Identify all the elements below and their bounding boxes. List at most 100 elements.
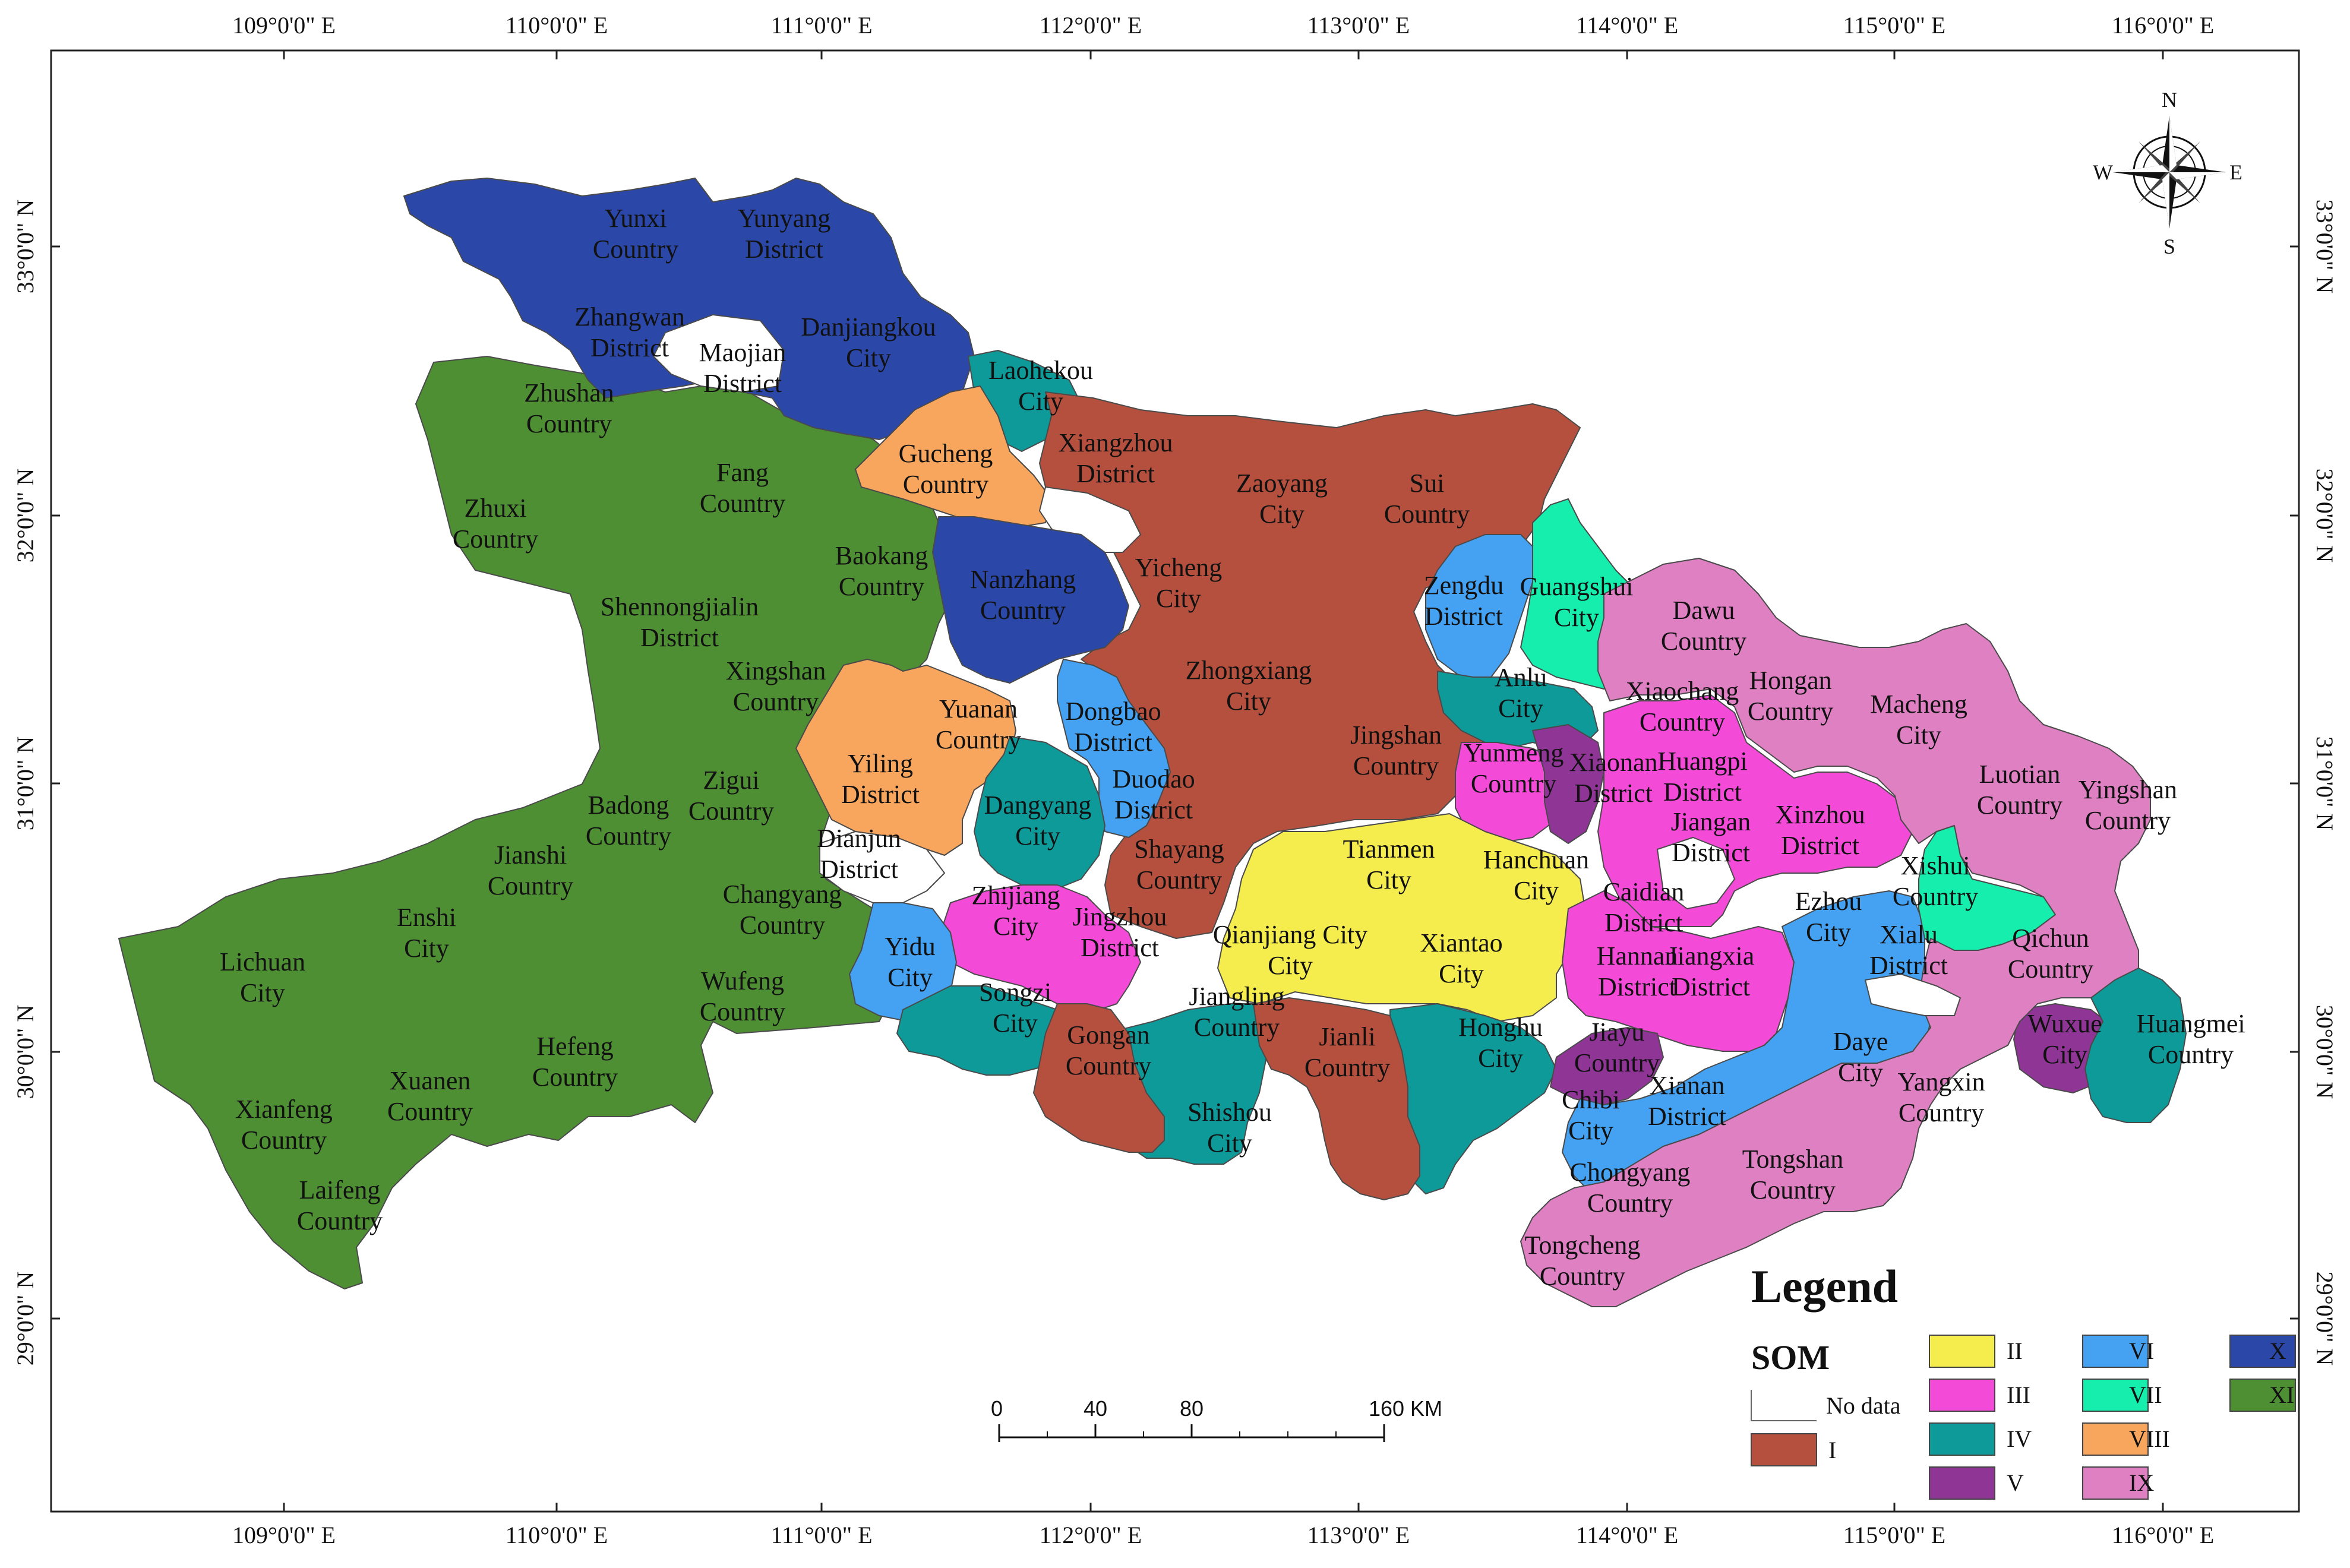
region-label-xiaonan: Xiaonan District	[1569, 748, 1657, 808]
region-label-line: City	[1268, 951, 1313, 980]
legend-label: X	[2269, 1338, 2286, 1364]
region-class-ii	[1217, 813, 1587, 1022]
legend-label: VI	[2129, 1338, 2154, 1364]
legend-swatch	[1929, 1466, 1995, 1500]
lon-label-top: 109°0'0" E	[232, 12, 336, 39]
region-label-line: City	[1366, 865, 1411, 894]
region-label-line: Dawu	[1672, 596, 1735, 625]
region-label-xiantao: Xiantao City	[1420, 928, 1502, 988]
region-label-line: Qianjiang City	[1213, 920, 1367, 949]
region-label-line: Country	[1893, 882, 1978, 911]
region-label-guangshui: Guangshui City	[1520, 572, 1634, 632]
region-label-xianfeng: Xianfeng Country	[235, 1095, 333, 1155]
region-label-line: Badong	[588, 791, 669, 820]
compass-star-highlight	[2162, 172, 2169, 229]
region-label-line: District	[745, 235, 823, 264]
top-longitude-labels: 109°0'0" E 110°0'0" E 111°0'0" E 112°0'0…	[232, 12, 2214, 39]
region-label-line: Changyang	[723, 880, 842, 909]
region-gongan	[1033, 1003, 1165, 1153]
lon-label-bottom: 112°0'0" E	[1040, 1522, 1142, 1548]
legend-swatch	[2082, 1466, 2149, 1500]
lat-label-right: 32°0'0" N	[2311, 469, 2338, 562]
legend-label: IV	[2007, 1425, 2032, 1452]
legend-label: VIII	[2129, 1425, 2170, 1452]
region-label-ezhou: Ezhou City	[1795, 887, 1862, 947]
region-label-jiayu: Jiayu Country	[1574, 1017, 1660, 1077]
region-label-line: District	[1081, 933, 1159, 962]
lon-label-bottom: 111°0'0" E	[771, 1522, 873, 1548]
region-label-line: District	[1424, 602, 1503, 631]
region-label-dianjun: Dianjun District	[817, 824, 901, 884]
region-label-line: Country	[1066, 1051, 1151, 1080]
region-label-yunyang: Yunyang District	[738, 204, 830, 264]
region-label-hanchuan: Hanchuan City	[1483, 845, 1589, 905]
region-label-line: Country	[2085, 806, 2171, 835]
region-label-line: Country	[1899, 1098, 1984, 1127]
region-label-line: City	[887, 963, 933, 992]
lon-label-top: 112°0'0" E	[1040, 12, 1142, 39]
region-label-line: Shishou	[1187, 1098, 1272, 1127]
lon-label-top: 111°0'0" E	[771, 12, 873, 39]
region-huangmei	[2084, 968, 2187, 1123]
region-label-zigui: Zigui Country	[688, 766, 774, 826]
lat-label-right: 30°0'0" N	[2311, 1005, 2338, 1099]
region-label-line: Country	[1750, 1175, 1836, 1205]
region-label-line: Shennongjialin	[601, 592, 759, 621]
region-label-line: Xinzhou	[1775, 800, 1865, 829]
compass-w: W	[2093, 160, 2113, 184]
region-yiling-yuanan	[795, 659, 1016, 856]
region-label-jianshi: Jianshi Country	[488, 840, 573, 900]
region-label-line: Zhuxi	[464, 494, 526, 523]
compass-star-highlight	[2169, 116, 2177, 172]
region-label-line: Daye	[1833, 1027, 1888, 1056]
region-label-line: Jianli	[1319, 1022, 1375, 1051]
region-label-line: City	[1478, 1044, 1523, 1073]
region-label-line: District	[820, 855, 898, 884]
region-label-line: District	[841, 780, 920, 809]
region-label-line: Yiling	[848, 749, 913, 778]
region-label-zhushan: Zhushan Country	[524, 378, 614, 438]
lon-label-top: 116°0'0" E	[2112, 12, 2214, 39]
region-label-line: Country	[1194, 1013, 1280, 1042]
region-label-sui: Sui Country	[1384, 469, 1470, 529]
region-label-gongan: Gongan Country	[1066, 1020, 1151, 1080]
north-arrow: N S E W	[2093, 88, 2242, 258]
region-label-line: Country	[1471, 769, 1556, 798]
bottom-longitude-labels: 109°0'0" E 110°0'0" E 111°0'0" E 112°0'0…	[232, 1522, 2214, 1548]
region-label-xishui: Xishui Country	[1893, 851, 1978, 911]
region-label-danjiangkou: Danjiangkou City	[801, 312, 936, 372]
region-label-jingshan: Jingshan Country	[1350, 720, 1442, 780]
region-class-i-north	[1039, 391, 1581, 939]
region-label-line: Country	[903, 470, 988, 499]
lon-label-top: 114°0'0" E	[1576, 12, 1678, 39]
region-label-line: Chongyang	[1570, 1158, 1691, 1187]
region-label-songzi: Songzi City	[979, 978, 1051, 1038]
region-label-line: Dongbao	[1065, 697, 1161, 726]
right-latitude-labels: 33°0'0" N 32°0'0" N 31°0'0" N 30°0'0" N …	[2311, 200, 2338, 1365]
compass-star-highlight	[2169, 172, 2226, 179]
region-label-hongan: Hongan Country	[1748, 666, 1833, 726]
region-label-line: Country	[241, 1126, 327, 1155]
lat-label-left: 29°0'0" N	[12, 1272, 39, 1365]
region-label-line: City	[1498, 694, 1543, 723]
map-frame	[50, 49, 2300, 1513]
region-label-line: Honghu	[1458, 1013, 1543, 1042]
legend-subtitle: SOM	[1751, 1338, 1830, 1377]
lon-label-top: 115°0'0" E	[1843, 12, 1945, 39]
region-label-line: Caidian	[1603, 877, 1685, 906]
legend-label: II	[2007, 1338, 2023, 1364]
region-label-baokang: Baokang Country	[835, 541, 928, 601]
region-label-zhongxiang: Zhongxiang City	[1186, 656, 1312, 716]
region-label-xinzhou: Xinzhou District	[1775, 800, 1865, 860]
region-label-line: City	[1896, 720, 1941, 750]
region-label-line: Xialu	[1880, 920, 1938, 949]
region-label-line: Country	[1661, 627, 1746, 656]
lon-label-top: 113°0'0" E	[1307, 12, 1410, 39]
region-label-line: Maojian	[699, 338, 787, 367]
region-dianjun	[819, 831, 945, 903]
region-label-line: District	[1114, 795, 1193, 824]
region-nanzhang	[932, 516, 1129, 684]
region-label-line: District	[590, 333, 669, 362]
lon-label-top: 110°0'0" E	[506, 12, 608, 39]
region-label-xingshan: Xingshan Country	[726, 656, 826, 716]
